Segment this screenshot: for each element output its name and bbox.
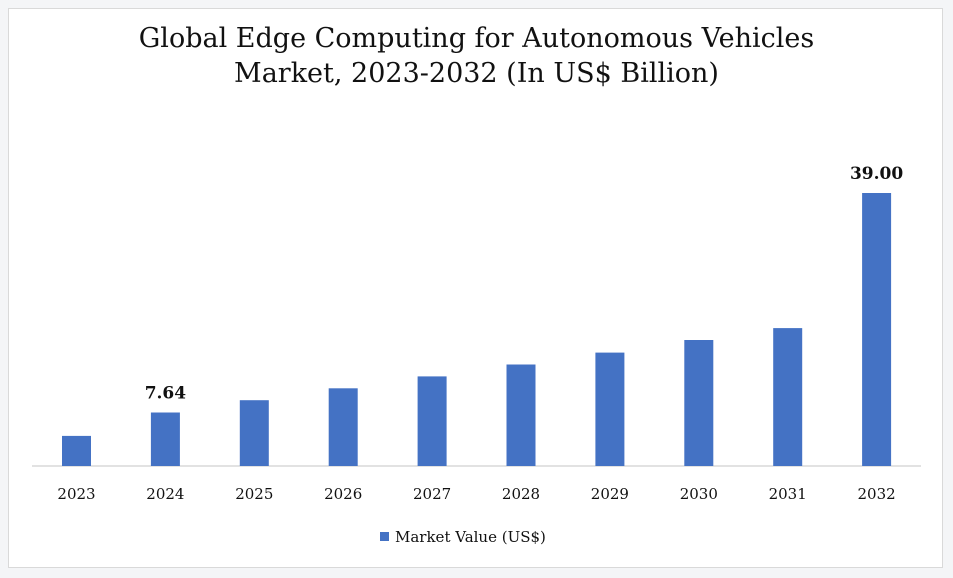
x-tick-label-2030: 2030 (680, 485, 718, 503)
legend: Market Value (US$) (380, 528, 546, 546)
x-tick-label-2023: 2023 (57, 485, 95, 503)
x-tick-label-2028: 2028 (502, 485, 540, 503)
bar-2032 (862, 193, 892, 466)
bar-2024 (150, 412, 180, 466)
x-tick-label-2032: 2032 (858, 485, 896, 503)
x-tick-label-2027: 2027 (413, 485, 451, 503)
bar-2025 (239, 400, 269, 466)
x-tick-label-2031: 2031 (769, 485, 807, 503)
x-tick-label-2026: 2026 (324, 485, 362, 503)
x-tick-label-2029: 2029 (591, 485, 629, 503)
bar-2031 (773, 328, 803, 466)
legend-label: Market Value (US$) (395, 528, 546, 546)
data-label-2024: 7.64 (145, 384, 187, 404)
x-tick-label-2024: 2024 (146, 485, 184, 503)
bar-2026 (328, 388, 358, 466)
bar-2023 (62, 435, 91, 466)
chart-frame (8, 8, 943, 568)
x-tick-label-2025: 2025 (235, 485, 273, 503)
legend-swatch (380, 532, 389, 541)
bar-2029 (595, 352, 625, 466)
bar-2028 (506, 364, 536, 466)
bar-2027 (417, 376, 447, 466)
data-label-2032: 39.00 (850, 164, 903, 184)
bar-2030 (684, 340, 714, 466)
